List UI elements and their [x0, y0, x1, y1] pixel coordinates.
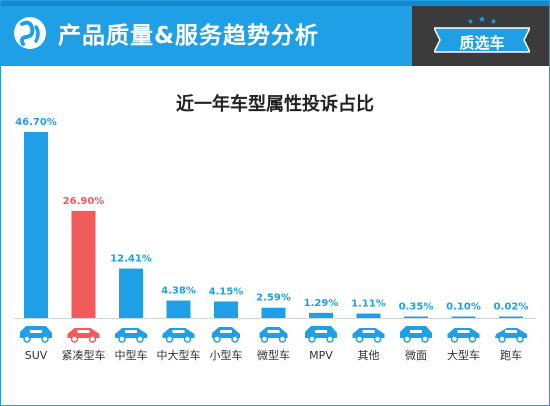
bar	[499, 316, 523, 318]
svg-text:★: ★	[490, 17, 497, 26]
van-icon	[400, 326, 432, 343]
bar-value-label: 0.10%	[446, 302, 481, 313]
header-bar: 产品质量&服务趋势分析 ★ ★ ★ 质选车	[0, 0, 550, 66]
brand-logo-icon	[14, 17, 46, 49]
sedan-icon	[115, 328, 147, 343]
bar-value-label: 4.15%	[209, 286, 244, 297]
bar-value-label: 4.38%	[161, 286, 196, 297]
bar-value-label: 1.29%	[304, 298, 339, 309]
bar	[71, 210, 96, 318]
bar	[451, 316, 476, 318]
mpv-icon	[305, 326, 337, 343]
bar-value-label: 1.11%	[351, 299, 386, 310]
category-label: 其他	[358, 349, 380, 362]
svg-text:★: ★	[478, 15, 486, 25]
chart-title: 近一年车型属性投诉占比	[176, 94, 374, 115]
bar	[214, 301, 238, 318]
bar	[356, 313, 381, 318]
badge-label: 质选车	[459, 34, 505, 52]
bar	[261, 307, 286, 318]
category-label: 中型车	[115, 348, 148, 362]
svg-text:★: ★	[467, 17, 474, 26]
category-label: 微型车	[257, 348, 290, 362]
category-label: 大型车	[447, 348, 480, 362]
microcar-icon	[259, 327, 288, 343]
bar-value-label: 26.90%	[63, 196, 105, 207]
category-label: MPV	[309, 349, 333, 362]
bar-value-label: 0.02%	[494, 302, 529, 313]
bar-value-label: 12.41%	[110, 254, 152, 265]
sedan-icon	[67, 328, 100, 343]
bar-value-label: 46.70%	[15, 117, 57, 128]
bar	[309, 312, 333, 318]
sedan-icon	[162, 328, 195, 343]
suv-icon	[20, 326, 52, 343]
category-label: SUV	[25, 349, 48, 362]
bar	[404, 316, 428, 318]
bar	[119, 268, 143, 318]
sedan-icon	[352, 328, 385, 343]
ribbon-icon: ★ ★ ★	[434, 15, 530, 53]
bar	[166, 300, 191, 318]
category-label: 跑车	[500, 348, 522, 362]
hatchback-icon	[212, 327, 240, 343]
quality-badge: ★ ★ ★ 质选车	[412, 6, 550, 66]
sports-car-icon	[495, 328, 527, 343]
category-label: 中大型车	[157, 348, 201, 362]
sedan-icon	[447, 328, 480, 343]
bar-value-label: 2.59%	[256, 293, 291, 304]
bar-value-label: 0.35%	[399, 302, 434, 313]
page-title: 产品质量&服务趋势分析	[58, 23, 320, 49]
header-stripe	[0, 0, 550, 6]
category-label: 紧凑型车	[62, 348, 106, 362]
category-label: 微面	[405, 348, 427, 362]
bar	[24, 132, 48, 318]
category-label: 小型车	[210, 348, 243, 362]
